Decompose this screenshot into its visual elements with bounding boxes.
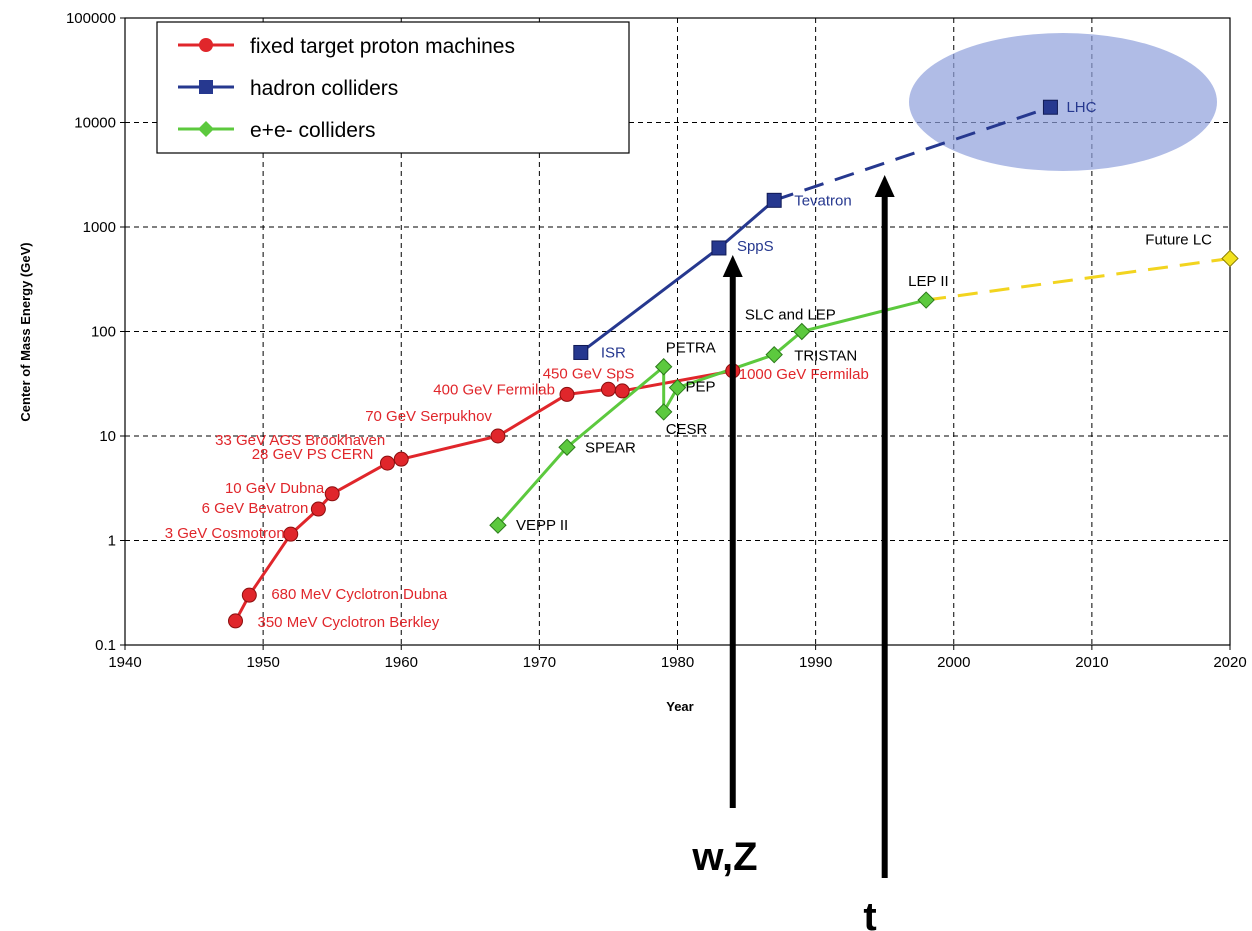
ee-collider-label: PEP [686,379,716,396]
fixed-target-point [324,486,340,502]
x-tick-label: 2010 [1075,654,1108,671]
annotation-arrow-head [874,175,895,197]
y-tick-label: 1000 [83,219,116,236]
fixed-target-label: 350 MeV Cyclotron Berkley [258,614,440,631]
legend-label: fixed target proton machines [250,35,515,58]
x-tick-label: 1990 [799,654,832,671]
fixed-target-point [559,386,575,402]
fixed-target-label: 6 GeV Bevatron [202,500,309,517]
y-tick-label: 1 [108,533,116,550]
legend-label: e+e- colliders [250,119,375,142]
ee-collider-label: VEPP II [516,517,568,534]
y-tick-label: 0.1 [95,637,116,654]
y-tick-label: 10000 [74,115,116,132]
ee-collider-point [765,345,783,364]
ee-collider-label: SLC and LEP [745,307,836,324]
lhc-highlight-ellipse [909,33,1217,171]
ee-collider-point [654,358,673,376]
fixed-target-point [379,455,395,471]
x-tick-label: 2020 [1213,654,1246,671]
annotation-label: w,Z [691,835,757,879]
ee-collider-point [1221,249,1239,268]
hadron-collider-point [573,344,589,360]
fixed-target-point [283,526,299,542]
ee-collider-point [668,378,687,397]
ee-collider-point [489,516,507,534]
fixed-target-label: 28 GeV PS CERN [252,446,374,463]
series-markers [228,99,1239,629]
fixed-target-point [310,501,326,517]
x-tick-label: 1940 [108,654,141,671]
ee-collider-label: Future LC [1145,231,1212,248]
fixed-target-label: 3 GeV Cosmotron [165,525,285,542]
fixed-target-label: 450 GeV SpS [543,365,635,382]
fixed-target-point [600,381,616,397]
hadron-collider-projection [773,105,1051,202]
legend-box [156,21,630,154]
legend: fixed target proton machines hadron colli… [156,21,630,154]
hadron-collider-point [1042,99,1058,115]
ee-collider-projection [925,256,1231,302]
y-axis-title: Center of Mass Energy (GeV) [18,242,33,421]
fixed-target-label: 33 GeV AGS Brookhaven [215,432,385,449]
y-tick-label: 100000 [66,10,116,27]
fixed-target-point [490,428,506,444]
legend-marker [199,80,213,94]
annotation-arrow-head [722,255,743,277]
x-axis-title: Year [666,699,693,714]
hadron-collider-point [766,192,782,208]
legend-label: hadron colliders [250,77,398,100]
legend-marker [198,121,214,137]
x-tick-label: 1950 [246,654,279,671]
legend-marker [199,38,213,52]
hadron-collider-label: Tevatron [794,192,852,209]
fixed-target-label: 1000 GeV Fermilab [739,366,869,383]
ee-collider-point [558,438,576,456]
hadron-collider-point [711,240,727,256]
x-tick-label: 1980 [661,654,694,671]
hadron-collider-label: SppS [737,238,774,255]
ee-collider-label: CESR [666,421,708,438]
fixed-target-point [393,451,409,467]
ee-collider-label: TRISTAN [794,348,857,365]
fixed-target-point [614,383,630,399]
ee-collider-label: SPEAR [585,439,636,456]
y-tick-label: 10 [99,428,116,445]
x-tick-label: 2000 [937,654,970,671]
hadron-collider-label: ISR [601,344,626,361]
fixed-target-label: 70 GeV Serpukhov [365,408,492,425]
point-labels: 350 MeV Cyclotron Berkley 680 MeV Cyclotr… [165,99,1212,631]
fixed-target-point [241,587,257,603]
fixed-target-point [228,613,243,629]
annotations: w,Z t [691,175,895,931]
ee-collider-point [793,322,811,341]
fixed-target-label: 680 MeV Cyclotron Dubna [271,586,448,603]
ee-collider-point [917,291,935,309]
y-tick-label: 100 [91,324,116,341]
x-tick-label: 1960 [385,654,418,671]
annotation-label: t [863,895,876,931]
ee-collider-label: PETRA [666,340,716,357]
hadron-collider-label: LHC [1066,99,1096,116]
fixed-target-label: 10 GeV Dubna [225,480,325,497]
lhc-ellipse [909,33,1217,171]
ee-collider-label: LEP II [908,273,949,290]
fixed-target-label: 400 GeV Fermilab [433,381,555,398]
axes: 1940 1950 1960 1970 1980 1990 2000 2010 2020 0.1 1… [66,10,1247,671]
ee-collider-point [654,403,673,421]
x-tick-label: 1970 [523,654,556,671]
